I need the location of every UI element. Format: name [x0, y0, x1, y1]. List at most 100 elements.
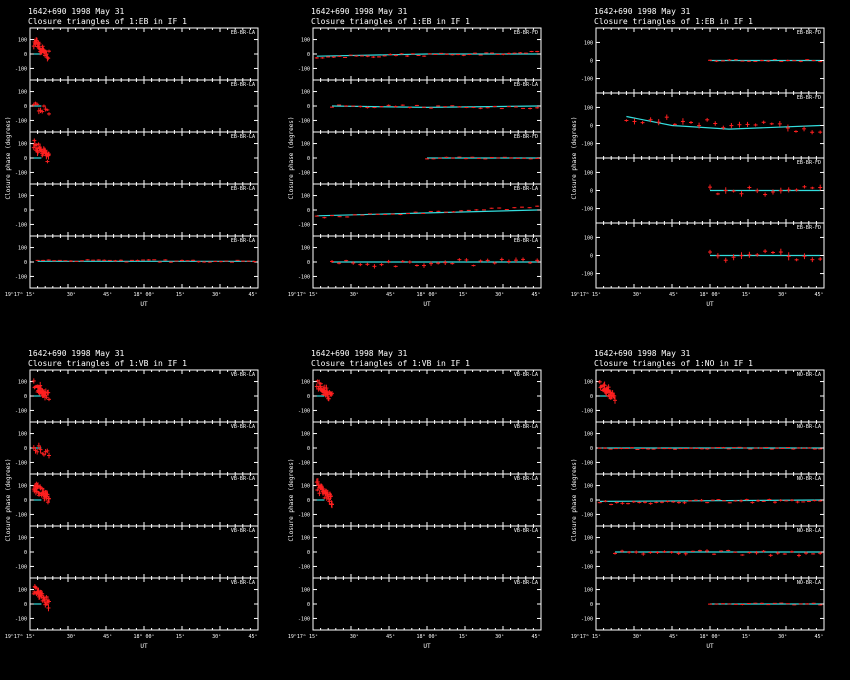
panel-label: NO-BR-LA [797, 528, 821, 534]
y-tick-label: 0 [24, 104, 27, 110]
x-tick-label: 18ᵐ 00ˢ [133, 292, 154, 298]
y-tick-label: 100 [301, 484, 310, 490]
panel-4: EB-BR-LA 100 0 -100 [298, 235, 542, 289]
panel-label: EB-BR-LA [514, 186, 538, 192]
y-tick-label: -100 [15, 460, 27, 466]
x-axis-label: UT [706, 643, 714, 650]
x-tick-label: 18ᵐ 00ˢ [416, 292, 437, 298]
y-tick-label: 100 [18, 90, 27, 96]
y-tick-label: -100 [581, 564, 593, 570]
panel-3: EB-BR-LA 100 0 -100 [298, 183, 542, 237]
x-axis-label: UT [423, 301, 431, 308]
y-tick-label: 0 [307, 394, 310, 400]
x-axis-label: UT [140, 643, 148, 650]
y-tick-label: 0 [24, 52, 27, 58]
x-tick-label: 45ˢ [531, 634, 540, 640]
x-axis-label: UT [706, 301, 714, 308]
y-tick-label: -100 [581, 408, 593, 414]
y-tick-label: 0 [307, 498, 310, 504]
x-tick-label: 15ˢ [742, 634, 751, 640]
model-line [331, 105, 538, 109]
x-tick-label: 45ˢ [248, 634, 257, 640]
panel-4: VB-BR-LA 100 0 -100 [15, 577, 259, 631]
panel-0: EB-BR-LA 100 0 -100 [15, 27, 259, 81]
x-tick-label: 18ᵐ 00ˢ [699, 634, 720, 640]
panel-label: VB-BR-LA [231, 372, 255, 378]
y-axis-label: Closure phase (degrees) [288, 116, 295, 199]
panel-label: EB-BR-LA [231, 186, 255, 192]
y-tick-label: 0 [307, 208, 310, 214]
y-tick-label: 0 [590, 254, 593, 260]
y-tick-label: -100 [298, 616, 310, 622]
y-tick-label: 0 [590, 394, 593, 400]
y-tick-label: 100 [18, 536, 27, 542]
y-tick-label: 100 [301, 536, 310, 542]
panel-4: VB-BR-LA 100 0 -100 [298, 577, 542, 631]
x-tick-label: 30ˢ [495, 634, 504, 640]
y-tick-label: 0 [590, 189, 593, 195]
y-tick-label: 100 [301, 588, 310, 594]
chart-header: 1642+690 1998 May 31 [28, 349, 125, 358]
y-tick-label: 0 [590, 446, 593, 452]
x-tick-label: 45ˢ [531, 292, 540, 298]
y-tick-label: 100 [301, 380, 310, 386]
y-tick-label: -100 [15, 564, 27, 570]
y-tick-label: -100 [15, 408, 27, 414]
panel-label: VB-BR-LA [514, 528, 538, 534]
y-tick-label: -100 [581, 272, 593, 278]
y-tick-label: -100 [581, 512, 593, 518]
panel-3: EB-BR-FD 100 0 -100 [581, 222, 825, 289]
x-tick-label: 19ʰ17ᵐ 15ˢ [5, 634, 35, 640]
y-tick-label: 100 [18, 588, 27, 594]
y-tick-label: 100 [301, 38, 310, 44]
x-tick-label: 45ˢ [248, 292, 257, 298]
x-tick-label: 19ʰ17ᵐ 15ˢ [5, 292, 35, 298]
y-tick-label: -100 [15, 222, 27, 228]
y-tick-label: 100 [584, 170, 593, 176]
y-tick-label: 100 [301, 90, 310, 96]
x-axis-label: UT [140, 301, 148, 308]
panel-0: NO-BR-LA 100 0 -100 [581, 369, 825, 423]
y-tick-label: -100 [298, 222, 310, 228]
x-tick-label: 18ᵐ 00ˢ [133, 634, 154, 640]
y-tick-label: 0 [590, 124, 593, 130]
y-tick-label: -100 [15, 512, 27, 518]
y-tick-label: 100 [18, 142, 27, 148]
panel-label: EB-BR-LA [231, 238, 255, 244]
y-tick-label: 100 [301, 194, 310, 200]
chart-header: 1642+690 1998 May 31 [28, 7, 125, 16]
y-tick-label: 0 [24, 156, 27, 162]
chart-header: 1642+690 1998 May 31 [594, 349, 691, 358]
y-tick-label: 0 [24, 208, 27, 214]
x-tick-label: 45ˢ [814, 292, 823, 298]
panel-0: EB-BR-FD 100 0 -100 [298, 27, 542, 81]
panel-label: NO-BR-LA [797, 424, 821, 430]
x-tick-label: 15ˢ [176, 634, 185, 640]
y-tick-label: 100 [584, 432, 593, 438]
chart-header: 1642+690 1998 May 31 [594, 7, 691, 16]
x-tick-label: 15ˢ [742, 292, 751, 298]
panel-label: EB-BR-FD [797, 95, 821, 101]
y-tick-label: 100 [584, 588, 593, 594]
y-tick-label: 0 [307, 550, 310, 556]
y-tick-label: 100 [301, 246, 310, 252]
y-axis-label: Closure phase (degrees) [571, 116, 578, 199]
chart-header: 1642+690 1998 May 31 [311, 349, 408, 358]
x-tick-label: 45ˢ [103, 634, 112, 640]
model-line [316, 53, 538, 57]
y-tick-label: -100 [15, 66, 27, 72]
y-axis-label: Closure phase (degrees) [5, 458, 12, 541]
y-tick-label: 0 [307, 260, 310, 266]
y-tick-label: 0 [24, 602, 27, 608]
chart-header: 1642+690 1998 May 31 [311, 7, 408, 16]
y-tick-label: 100 [301, 142, 310, 148]
panel-label: EB-BR-LA [514, 238, 538, 244]
x-tick-label: 30ˢ [633, 292, 642, 298]
x-tick-label: 30ˢ [67, 634, 76, 640]
chart-title: Closure triangles of 1:NO in IF 1 [594, 359, 753, 368]
y-tick-label: 0 [307, 602, 310, 608]
